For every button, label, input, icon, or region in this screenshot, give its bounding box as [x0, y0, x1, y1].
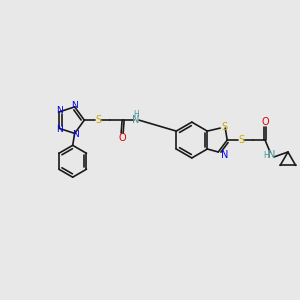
Text: H: H: [133, 110, 139, 119]
Text: N: N: [56, 106, 62, 115]
Text: O: O: [261, 117, 269, 127]
Text: S: S: [238, 135, 245, 145]
Text: N: N: [71, 101, 78, 110]
Text: S: S: [221, 122, 227, 132]
Text: O: O: [118, 133, 126, 143]
Text: N: N: [220, 150, 228, 160]
Text: H: H: [263, 152, 269, 160]
Text: N: N: [72, 130, 79, 140]
Text: N: N: [268, 150, 275, 160]
Text: N: N: [132, 115, 140, 125]
Text: S: S: [96, 115, 102, 125]
Text: N: N: [56, 125, 62, 134]
